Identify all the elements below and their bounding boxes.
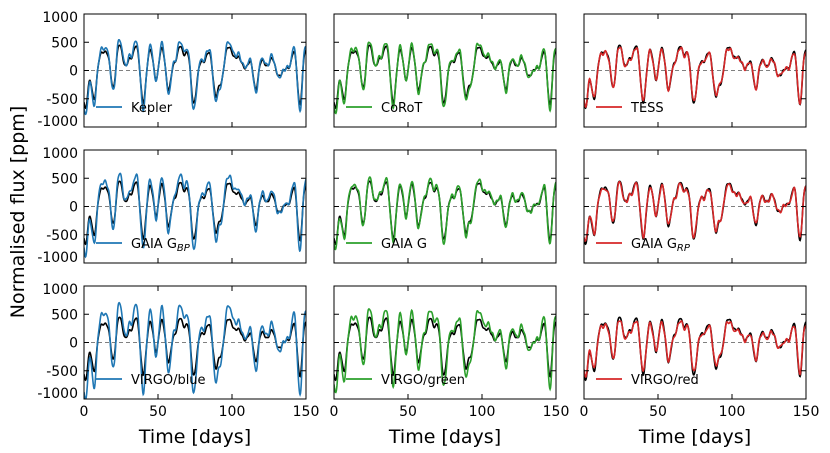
panel-2: CoRoT [333,13,557,128]
x-tick-label: 50 [149,404,167,420]
legend-label: VIRGO/green [381,373,465,388]
legend: GAIA GBP [96,237,191,254]
y-tick-label: 1000 [42,10,78,26]
y-tick-label: 1000 [42,146,78,162]
legend-label: TESS [630,101,664,116]
panel-9: 0 50 100 150 VIRGO/red [580,285,820,420]
legend: Kepler [96,101,173,116]
panel-frame [583,13,807,128]
band-series-line [334,41,556,115]
band-series-line [84,39,306,116]
panel-frame [333,13,557,128]
x-tick-label: 100 [719,404,746,420]
legend-subscript: RP [677,243,691,254]
reference-series-line [84,316,306,382]
panel-1: 1000 500 0 -500 -1000 Kepler [37,10,307,130]
legend-subscript: BP [177,243,191,254]
panel-6: GAIA GRP [583,149,807,264]
y-tick-label: -500 [46,228,78,244]
legend: VIRGO/green [346,373,465,388]
legend: GAIA GRP [596,237,691,254]
band-series-line [84,301,306,399]
legend-label: Kepler [131,101,173,116]
panel-frame [333,149,557,264]
y-tick-label: 500 [51,307,78,323]
x-axis-label-col-2: Time [days] [388,426,501,448]
band-series-line [334,308,556,394]
y-tick-label: -500 [46,364,78,380]
legend-label: CoRoT [381,101,422,116]
y-tick-label: 0 [69,64,78,80]
band-series-line [584,180,806,242]
x-axis-label-col-1: Time [days] [138,426,251,448]
panel-frame [583,149,807,264]
panel-frame [83,13,307,128]
y-tick-label: 0 [69,200,78,216]
y-tick-label: -1000 [37,114,78,130]
panel-8: 0 50 100 150 VIRGO/green [330,285,570,420]
legend: VIRGO/red [596,373,699,388]
y-tick-label: 500 [51,35,78,51]
band-series-line [584,46,806,109]
x-tick-label: 0 [80,404,89,420]
legend-label: VIRGO/blue [131,373,206,388]
legend-label: GAIA G [381,237,427,252]
y-tick-label: 1000 [42,282,78,298]
x-tick-label: 100 [219,404,246,420]
panel-3: TESS [583,13,807,128]
y-tick-label: 0 [69,336,78,352]
y-tick-label: -500 [46,92,78,108]
x-tick-label: 150 [793,404,820,420]
x-tick-label: 150 [293,404,320,420]
x-axis-label-col-3: Time [days] [638,426,751,448]
x-tick-label: 50 [649,404,667,420]
x-tick-label: 100 [469,404,496,420]
band-series-line [84,172,306,259]
panel-4: 1000 500 0 -500 -1000 GAIA GBP [37,146,307,266]
reference-series-line [84,180,306,246]
y-axis-label: Normalised flux [ppm] [7,106,29,318]
x-tick-label: 50 [399,404,417,420]
legend-label: GAIA GBP [131,237,191,254]
legend: VIRGO/blue [96,373,206,388]
legend: GAIA G [346,237,427,252]
x-tick-label: 150 [543,404,570,420]
legend-label: GAIA GRP [631,237,691,254]
x-tick-label: 0 [330,404,339,420]
x-tick-label: 0 [580,404,589,420]
y-tick-label: -1000 [37,250,78,266]
y-tick-label: -1000 [37,386,78,402]
y-tick-label: 500 [51,171,78,187]
band-series-line [334,176,556,251]
band-series-line [584,319,806,379]
panel-5: GAIA G [333,149,557,264]
legend: CoRoT [346,101,422,116]
legend-label: VIRGO/red [631,373,699,388]
legend: TESS [596,101,664,116]
